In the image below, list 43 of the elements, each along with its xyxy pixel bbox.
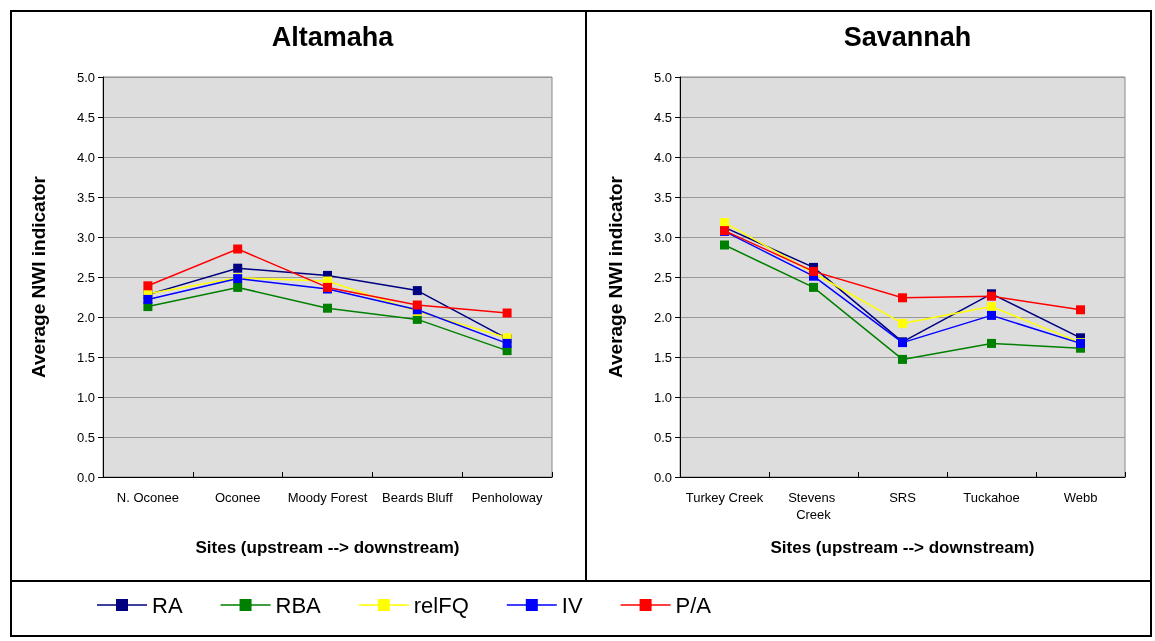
y-axis-title: Average NWI indicator: [28, 175, 49, 379]
y-tick-label: 2.5: [76, 269, 95, 285]
y-tick-label: 0.0: [76, 469, 95, 485]
y-tick-label: 1.0: [653, 389, 672, 405]
y-tick-label: 0.5: [653, 429, 672, 445]
legend-label: RA: [152, 592, 183, 618]
x-axis-title: Sites (upstream --> downstream): [770, 538, 1035, 557]
y-tick-label: 2.5: [653, 269, 672, 285]
y-tick-label: 4.0: [76, 149, 95, 165]
y-tick-label: 5.0: [76, 69, 95, 85]
x-tick-label: Stevens Creek: [788, 490, 839, 522]
x-tick-label: Oconee: [214, 490, 261, 505]
x-tick-label: SRS: [889, 490, 917, 505]
x-tick-label: Beards Bluff: [382, 490, 453, 505]
y-axis-title: Average NWI indicator: [605, 175, 626, 379]
y-tick-label: 3.5: [653, 189, 672, 205]
legend-label: RBA: [275, 592, 322, 618]
y-tick-label: 0.5: [76, 429, 95, 445]
y-tick-label: 0.0: [653, 469, 672, 485]
chart-title: Altamaha: [271, 21, 395, 52]
y-tick-label: 4.5: [76, 109, 95, 125]
y-tick-label: 1.0: [76, 389, 95, 405]
legend-label: relFQ: [413, 592, 469, 618]
y-tick-label: 4.0: [653, 149, 672, 165]
y-tick-label: 2.0: [76, 309, 95, 325]
legend-label: P/A: [675, 592, 712, 618]
y-tick-label: 4.5: [653, 109, 672, 125]
x-tick-label: Turkey Creek: [685, 490, 764, 505]
y-tick-label: 3.0: [76, 229, 95, 245]
x-tick-label: Tuckahoe: [963, 490, 1020, 505]
x-tick-label: Webb: [1063, 490, 1098, 505]
y-tick-label: 1.5: [76, 349, 95, 365]
y-tick-label: 2.0: [653, 309, 672, 325]
y-tick-label: 1.5: [653, 349, 672, 365]
x-tick-label: Penholoway: [471, 490, 544, 505]
legend-label: IV: [561, 592, 583, 618]
x-tick-label: N. Oconee: [116, 490, 179, 505]
y-tick-label: 5.0: [653, 69, 672, 85]
y-tick-label: 3.5: [76, 189, 95, 205]
x-tick-label: Moody Forest: [287, 490, 368, 505]
x-axis-title: Sites (upstream --> downstream): [195, 538, 460, 557]
y-tick-label: 3.0: [653, 229, 672, 245]
chart-title: Savannah: [843, 21, 972, 52]
